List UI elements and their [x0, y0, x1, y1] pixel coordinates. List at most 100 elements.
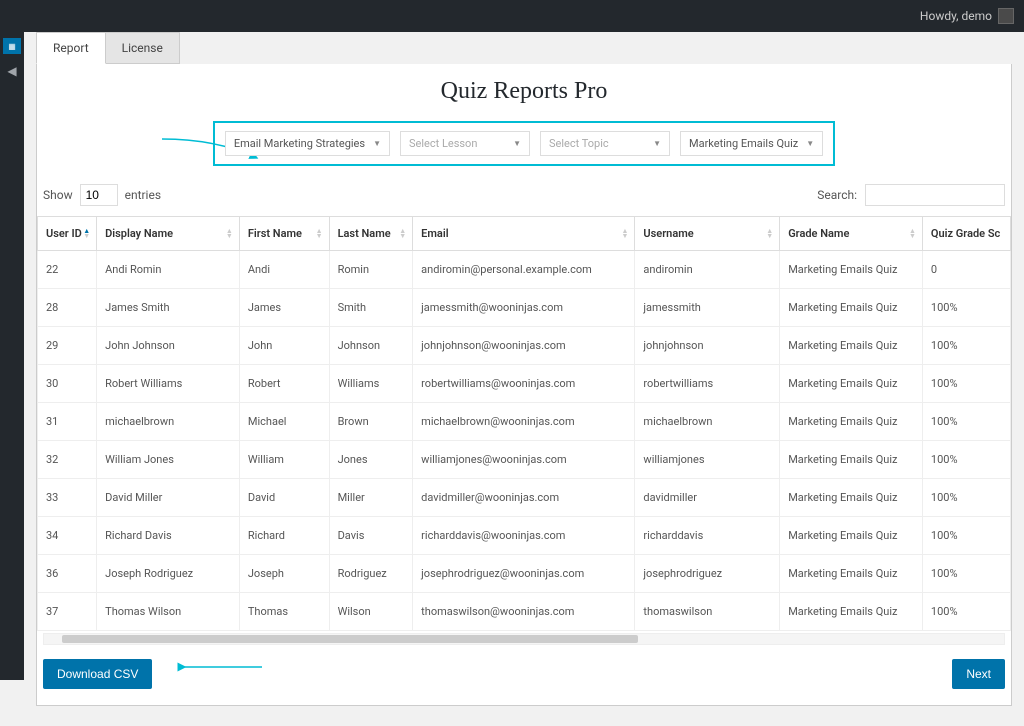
topic-select[interactable]: Select Topic ▼	[540, 131, 670, 156]
table-cell: Marketing Emails Quiz	[780, 517, 923, 555]
horizontal-scrollbar[interactable]	[43, 633, 1005, 645]
table-cell: robertwilliams@wooninjas.com	[413, 365, 635, 403]
topic-select-placeholder: Select Topic	[549, 137, 609, 150]
table-row: 29John JohnsonJohnJohnsonjohnjohnson@woo…	[38, 327, 1011, 365]
table-cell: jamessmith	[635, 289, 780, 327]
table-cell: Marketing Emails Quiz	[780, 441, 923, 479]
download-csv-button[interactable]: Download CSV	[43, 659, 152, 689]
table-cell: David Miller	[97, 479, 240, 517]
quiz-select[interactable]: Marketing Emails Quiz ▼	[680, 131, 823, 156]
table-cell: thomaswilson	[635, 593, 780, 631]
filters-box: Email Marketing Strategies ▼ Select Less…	[213, 121, 835, 166]
tabs-nav: Report License	[36, 32, 1012, 64]
table-cell: robertwilliams	[635, 365, 780, 403]
table-cell: 37	[38, 593, 97, 631]
table-cell: Thomas Wilson	[97, 593, 240, 631]
col-header-lastname[interactable]: Last Name▲▼	[329, 217, 413, 251]
next-button[interactable]: Next	[952, 659, 1005, 689]
table-cell: 100%	[922, 479, 1010, 517]
table-cell: Marketing Emails Quiz	[780, 251, 923, 289]
table-cell: 28	[38, 289, 97, 327]
table-cell: John Johnson	[97, 327, 240, 365]
avatar-icon	[998, 8, 1014, 24]
tab-license[interactable]: License	[106, 32, 180, 64]
chevron-down-icon: ▼	[373, 139, 381, 148]
table-cell: 100%	[922, 441, 1010, 479]
col-header-score[interactable]: Quiz Grade Sc	[922, 217, 1010, 251]
table-cell: David	[239, 479, 329, 517]
col-header-displayname[interactable]: Display Name▲▼	[97, 217, 240, 251]
table-cell: richarddavis	[635, 517, 780, 555]
table-cell: Michael	[239, 403, 329, 441]
page-title: Quiz Reports Pro	[37, 78, 1011, 105]
table-cell: michaelbrown	[635, 403, 780, 441]
table-wrapper: User ID▲▼ Display Name▲▼ First Name▲▼ La…	[37, 216, 1011, 631]
table-cell: andiromin@personal.example.com	[413, 251, 635, 289]
table-cell: richarddavis@wooninjas.com	[413, 517, 635, 555]
table-cell: Richard Davis	[97, 517, 240, 555]
search-input[interactable]	[865, 184, 1005, 206]
col-header-username[interactable]: Username▲▼	[635, 217, 780, 251]
table-cell: johnjohnson@wooninjas.com	[413, 327, 635, 365]
table-row: 37Thomas WilsonThomasWilsonthomaswilson@…	[38, 593, 1011, 631]
scrollbar-thumb[interactable]	[62, 635, 638, 643]
col-header-email[interactable]: Email▲▼	[413, 217, 635, 251]
lesson-select[interactable]: Select Lesson ▼	[400, 131, 530, 156]
table-cell: James Smith	[97, 289, 240, 327]
tab-report[interactable]: Report	[36, 32, 106, 64]
table-cell: Andi	[239, 251, 329, 289]
filters-container: Email Marketing Strategies ▼ Select Less…	[37, 121, 1011, 166]
table-cell: 32	[38, 441, 97, 479]
table-cell: davidmiller	[635, 479, 780, 517]
table-cell: 34	[38, 517, 97, 555]
table-row: 28James SmithJamesSmithjamessmith@woonin…	[38, 289, 1011, 327]
main-content: Report License Quiz Reports Pro Email Ma…	[24, 32, 1024, 726]
table-cell: Johnson	[329, 327, 413, 365]
user-greeting[interactable]: Howdy, demo	[920, 8, 1014, 24]
col-header-gradename[interactable]: Grade Name▲▼	[780, 217, 923, 251]
howdy-text: Howdy, demo	[920, 9, 992, 23]
lesson-select-placeholder: Select Lesson	[409, 137, 477, 150]
table-cell: jamessmith@wooninjas.com	[413, 289, 635, 327]
table-cell: Marketing Emails Quiz	[780, 327, 923, 365]
table-cell: Andi Romin	[97, 251, 240, 289]
table-cell: josephrodriguez	[635, 555, 780, 593]
table-cell: johnjohnson	[635, 327, 780, 365]
table-cell: 31	[38, 403, 97, 441]
table-cell: 100%	[922, 517, 1010, 555]
sidebar-item-reports-icon[interactable]: ▦	[3, 38, 21, 54]
table-footer: Download CSV Next	[37, 645, 1011, 705]
table-cell: Joseph	[239, 555, 329, 593]
entries-input[interactable]	[80, 184, 118, 206]
table-cell: thomaswilson@wooninjas.com	[413, 593, 635, 631]
col-header-firstname[interactable]: First Name▲▼	[239, 217, 329, 251]
show-label: Show	[43, 188, 73, 202]
col-header-userid[interactable]: User ID▲▼	[38, 217, 97, 251]
table-cell: Marketing Emails Quiz	[780, 479, 923, 517]
quiz-select-value: Marketing Emails Quiz	[689, 137, 798, 150]
table-cell: Marketing Emails Quiz	[780, 403, 923, 441]
table-cell: Marketing Emails Quiz	[780, 555, 923, 593]
table-row: 36Joseph RodriguezJosephRodriguezjosephr…	[38, 555, 1011, 593]
table-cell: John	[239, 327, 329, 365]
search-control: Search:	[817, 184, 1005, 206]
table-cell: Thomas	[239, 593, 329, 631]
table-cell: 100%	[922, 555, 1010, 593]
table-cell: Smith	[329, 289, 413, 327]
table-cell: williamjones	[635, 441, 780, 479]
table-cell: 22	[38, 251, 97, 289]
course-select[interactable]: Email Marketing Strategies ▼	[225, 131, 390, 156]
table-cell: James	[239, 289, 329, 327]
table-cell: Davis	[329, 517, 413, 555]
table-cell: Williams	[329, 365, 413, 403]
entries-label: entries	[125, 188, 161, 202]
table-cell: davidmiller@wooninjas.com	[413, 479, 635, 517]
table-cell: 30	[38, 365, 97, 403]
table-cell: Wilson	[329, 593, 413, 631]
sidebar-collapse-icon[interactable]: ◀	[7, 64, 16, 78]
admin-topbar: Howdy, demo	[0, 0, 1024, 32]
table-cell: Marketing Emails Quiz	[780, 365, 923, 403]
chevron-down-icon: ▼	[806, 139, 814, 148]
table-controls: Show entries Search:	[37, 184, 1011, 216]
table-cell: 29	[38, 327, 97, 365]
